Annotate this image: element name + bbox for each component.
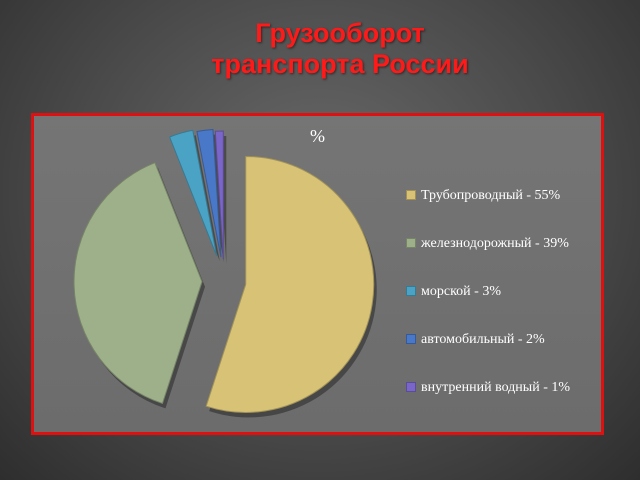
legend-label: внутренний водный - 1% xyxy=(421,380,571,395)
legend-item-railway: железнодорожный - 39% xyxy=(406,236,569,252)
legend-item-inland-water: внутренний водный - 1% xyxy=(406,380,570,396)
legend-label: Трубопроводный - 55% xyxy=(421,188,561,203)
chart-label: % xyxy=(310,126,325,146)
legend-label: автомобильный - 2% xyxy=(421,332,545,347)
slide-title: Грузооборот транспорта России xyxy=(150,18,530,80)
title-line-1: Грузооборот xyxy=(255,18,425,48)
legend-item-pipeline: Трубопроводный - 55% xyxy=(406,188,560,204)
pie-chart xyxy=(73,128,377,418)
chart-frame: % Трубопроводный - 55% железнодорожный - … xyxy=(31,113,604,435)
legend-label: морской - 3% xyxy=(421,284,501,299)
slice-road xyxy=(196,128,222,258)
legend-swatch xyxy=(406,381,416,392)
title-line-2: транспорта России xyxy=(211,49,469,79)
slice-sea xyxy=(168,129,218,257)
slice-railway xyxy=(73,162,203,405)
legend-item-sea: морской - 3% xyxy=(406,284,501,300)
slice-inland-water xyxy=(214,130,224,260)
slice-pipeline xyxy=(205,155,375,413)
legend-label: железнодорожный - 39% xyxy=(421,236,569,251)
legend-swatch xyxy=(406,189,416,200)
legend-swatch xyxy=(406,285,416,296)
legend-swatch xyxy=(406,237,416,248)
legend-item-road: автомобильный - 2% xyxy=(406,332,545,348)
legend-swatch xyxy=(406,333,416,344)
